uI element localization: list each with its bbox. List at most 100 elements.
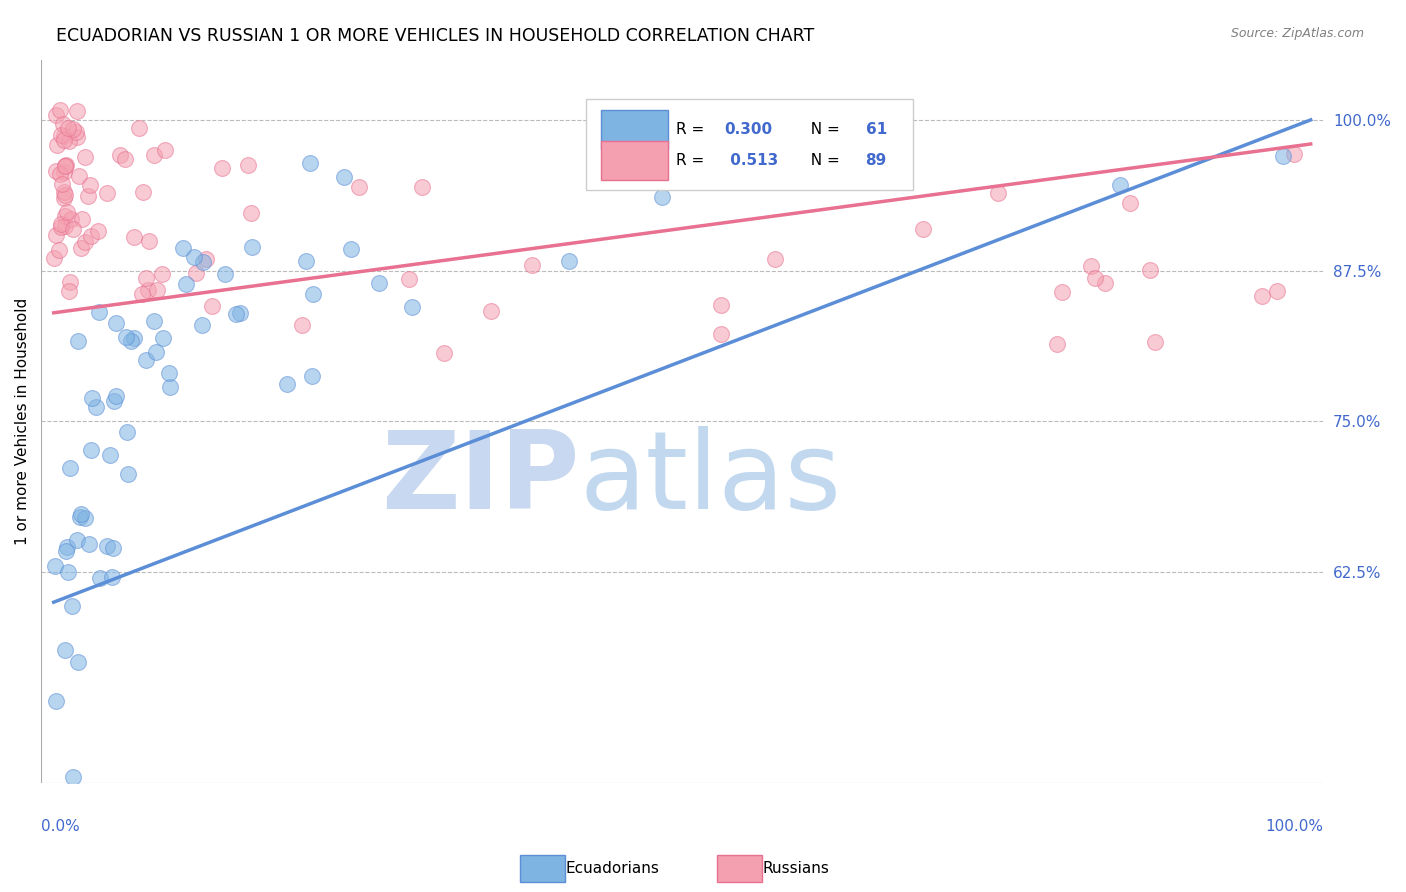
Point (135, 352, 157, 367)
Point (75, 235, 97, 249)
Point (49, 219, 72, 234)
Point (291, 318, 314, 333)
Point (302, 286, 325, 301)
Point (152, 330, 174, 344)
Point (49, 167, 72, 181)
Text: Source: ZipAtlas.com: Source: ZipAtlas.com (1230, 27, 1364, 40)
Point (60, 599, 83, 613)
Point (340, 242, 363, 256)
Point (150, 267, 173, 281)
Point (69, 509, 91, 524)
Point (52, 191, 75, 205)
Point (710, 298, 733, 312)
Point (101, 541, 124, 555)
Point (211, 161, 233, 175)
Point (53, 210, 76, 224)
Point (157, 367, 180, 381)
Point (44, 558, 66, 573)
Point (58, 135, 80, 149)
Point (367, 276, 389, 290)
Point (398, 272, 420, 286)
Point (45, 228, 67, 243)
Text: 0.513: 0.513 (724, 153, 778, 169)
Point (79, 178, 101, 193)
Point (53, 187, 76, 202)
Point (66, 533, 89, 547)
Point (66, 103, 89, 118)
Text: ZIP: ZIP (381, 426, 579, 533)
Point (1108, 178, 1130, 193)
Point (710, 326, 733, 341)
Point (987, 186, 1010, 200)
Point (56, 541, 79, 555)
Point (101, 570, 124, 584)
Point (58, 461, 80, 475)
Point (143, 314, 166, 328)
Point (145, 344, 167, 359)
Point (56, 205, 79, 219)
Point (136, 283, 159, 297)
Point (55, 543, 77, 558)
Point (229, 306, 252, 320)
Point (122, 230, 145, 244)
Point (53, 132, 76, 146)
Point (42, 252, 65, 266)
Point (59, 275, 82, 289)
Point (411, 180, 433, 194)
Point (96, 540, 118, 554)
Point (558, 253, 581, 268)
Point (115, 330, 138, 344)
Point (1139, 262, 1161, 277)
Point (172, 241, 194, 255)
Point (105, 316, 128, 330)
Point (214, 267, 236, 281)
Point (70, 241, 93, 255)
Point (48, 243, 70, 257)
Point (67, 169, 90, 183)
Text: 89: 89 (866, 153, 887, 169)
Point (53, 185, 76, 199)
Point (100, 448, 122, 462)
Point (45, 694, 67, 708)
Point (52, 129, 75, 144)
Point (53, 643, 76, 657)
Point (51, 177, 73, 191)
Point (108, 148, 131, 162)
Point (62, 770, 84, 784)
Point (66, 129, 89, 144)
Text: 100.0%: 100.0% (1265, 819, 1323, 834)
Text: Russians: Russians (762, 862, 830, 876)
Point (62, 121, 84, 136)
Point (1084, 271, 1107, 285)
Point (131, 287, 153, 301)
Point (1045, 337, 1067, 351)
Point (183, 250, 205, 264)
Point (276, 376, 298, 391)
Text: 0.300: 0.300 (724, 121, 773, 136)
Point (479, 304, 502, 318)
Point (1251, 289, 1274, 303)
Point (135, 271, 157, 285)
Point (236, 158, 259, 172)
Point (53, 159, 76, 173)
Text: ECUADORIAN VS RUSSIAN 1 OR MORE VEHICLES IN HOUSEHOLD CORRELATION CHART: ECUADORIAN VS RUSSIAN 1 OR MORE VEHICLES… (56, 27, 814, 45)
Point (79, 228, 101, 243)
FancyBboxPatch shape (586, 99, 912, 190)
Point (104, 388, 127, 402)
Point (1265, 284, 1288, 298)
Point (911, 221, 934, 235)
Point (146, 283, 169, 297)
Text: N =: N = (801, 121, 845, 136)
Point (433, 346, 456, 360)
Point (75, 150, 97, 164)
Point (53, 159, 76, 173)
Point (128, 121, 150, 136)
Text: R =: R = (676, 121, 709, 136)
Point (240, 205, 263, 219)
Point (82, 392, 104, 406)
Point (1271, 149, 1294, 163)
Point (332, 169, 354, 184)
Point (76, 189, 98, 203)
Point (1094, 276, 1116, 290)
Point (201, 299, 224, 313)
